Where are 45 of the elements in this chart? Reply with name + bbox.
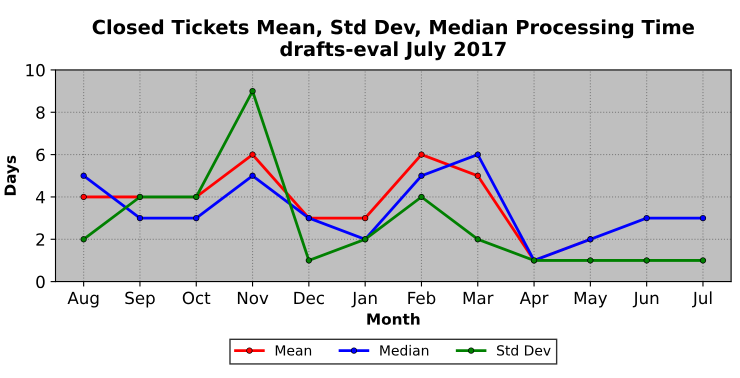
point xyxy=(587,257,594,264)
point xyxy=(474,172,481,179)
point xyxy=(80,236,87,242)
x-tick-label: Sep xyxy=(125,292,155,308)
y-tick-label: 4 xyxy=(36,191,45,204)
point xyxy=(80,172,87,179)
x-tick-label: Aug xyxy=(68,292,98,308)
x-tick-label: Oct xyxy=(182,292,210,304)
legend-label: Median xyxy=(380,344,428,356)
point xyxy=(700,214,706,222)
x-tick-label: Jul xyxy=(692,291,712,308)
point xyxy=(249,88,256,94)
point xyxy=(136,214,144,222)
point xyxy=(474,236,481,242)
x-tick-label: Jan xyxy=(351,292,377,308)
point xyxy=(418,194,425,200)
y-axis-title: Days xyxy=(4,156,20,196)
x-tick-label: Feb xyxy=(408,291,436,304)
y-tick-label: 0 xyxy=(36,276,45,288)
point xyxy=(306,257,312,264)
y-tick-label: 6 xyxy=(36,148,45,162)
x-axis-title: Month xyxy=(367,313,420,325)
legend-label: Mean xyxy=(276,345,312,356)
point xyxy=(474,151,481,158)
x-tick-label: May xyxy=(574,292,608,308)
x-tick-label: Nov xyxy=(238,292,268,304)
point xyxy=(249,172,256,179)
x-tick-label: Jun xyxy=(632,292,658,308)
x-tick-label: Mar xyxy=(464,292,494,304)
y-tick-label: 2 xyxy=(36,233,44,246)
chart-title: Closed Tickets Mean, Std Dev, Median Processing Time drafts-eval July 2017 xyxy=(92,19,694,60)
y-tick-label: 8 xyxy=(36,106,45,119)
point xyxy=(362,214,368,222)
legend-label: Std Dev xyxy=(497,344,551,356)
point xyxy=(193,214,200,222)
point xyxy=(80,194,87,200)
point xyxy=(249,151,256,158)
point xyxy=(418,151,425,158)
point xyxy=(644,214,650,222)
x-tick-label: Dec xyxy=(294,292,324,304)
point xyxy=(644,257,650,264)
point xyxy=(700,257,706,264)
point xyxy=(418,172,425,179)
x-tick-label: Apr xyxy=(520,292,548,308)
y-tick-label: 10 xyxy=(26,64,45,76)
